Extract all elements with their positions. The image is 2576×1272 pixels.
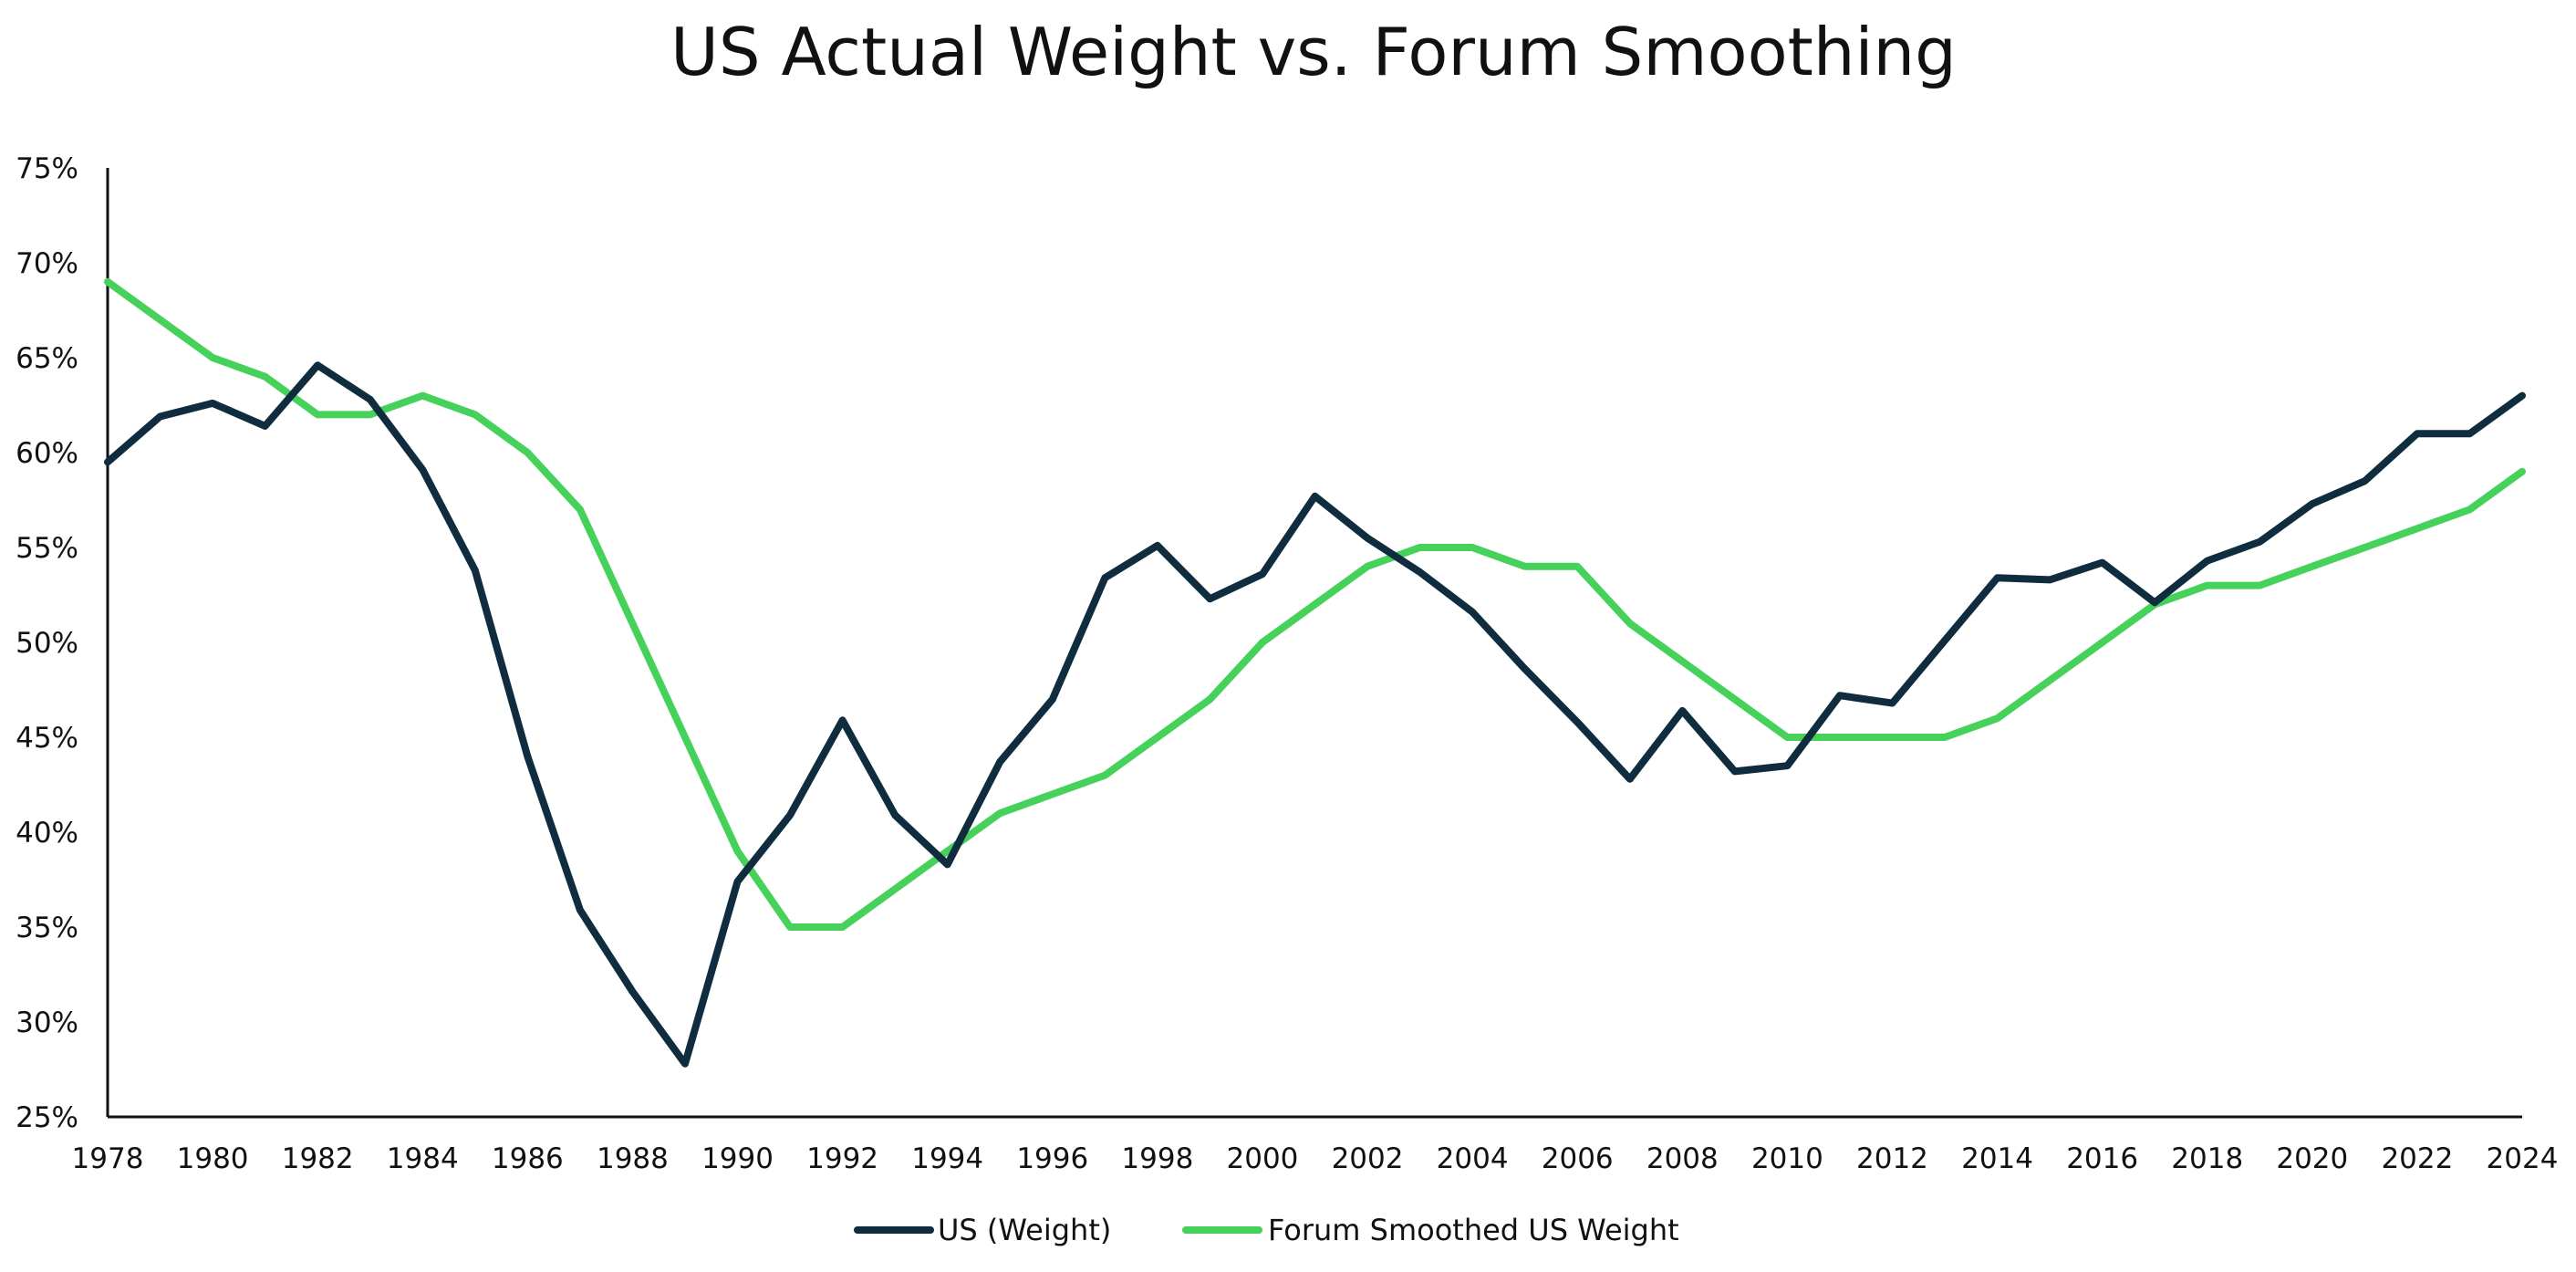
x-tick-label: 2004 bbox=[1437, 1142, 1509, 1175]
y-tick-label: 40% bbox=[16, 817, 78, 850]
y-tick-label: 35% bbox=[16, 912, 78, 944]
y-tick-label: 70% bbox=[16, 247, 78, 280]
y-tick-label: 60% bbox=[16, 437, 78, 470]
x-tick-labels: 1978 1980 1982 1984 1986 1988 1990 1992 1994 1996… bbox=[72, 1142, 2559, 1175]
x-tick-label: 1982 bbox=[282, 1142, 354, 1175]
x-tick-label: 2008 bbox=[1646, 1142, 1719, 1175]
x-tick-label: 1990 bbox=[701, 1142, 774, 1175]
x-tick-label: 2020 bbox=[2276, 1142, 2348, 1175]
legend-label-us-weight: US (Weight) bbox=[938, 1213, 1111, 1247]
y-tick-label: 75% bbox=[16, 152, 78, 185]
x-tick-label: 1988 bbox=[597, 1142, 669, 1175]
x-tick-label: 1994 bbox=[911, 1142, 983, 1175]
y-tick-label: 30% bbox=[16, 1006, 78, 1039]
x-tick-label: 2002 bbox=[1332, 1142, 1404, 1175]
axes bbox=[106, 168, 2522, 1119]
x-tick-label: 2024 bbox=[2487, 1142, 2559, 1175]
x-tick-label: 1978 bbox=[72, 1142, 144, 1175]
x-tick-label: 1986 bbox=[492, 1142, 564, 1175]
x-tick-label: 2014 bbox=[1961, 1142, 2033, 1175]
x-tick-label: 1996 bbox=[1016, 1142, 1088, 1175]
x-tick-label: 1984 bbox=[387, 1142, 459, 1175]
x-tick-label: 2000 bbox=[1227, 1142, 1299, 1175]
x-tick-label: 2012 bbox=[1856, 1142, 1928, 1175]
series-line-forum-smoothed bbox=[104, 277, 2526, 931]
y-tick-label: 25% bbox=[16, 1101, 78, 1134]
y-tick-label: 50% bbox=[16, 627, 78, 660]
x-tick-label: 1980 bbox=[177, 1142, 249, 1175]
chart-title: US Actual Weight vs. Forum Smoothing bbox=[670, 14, 1957, 90]
series-line-us-weight bbox=[104, 361, 2526, 1068]
y-tick-label: 65% bbox=[16, 342, 78, 375]
x-tick-label: 1998 bbox=[1121, 1142, 1193, 1175]
y-tick-labels: 25% 30% 35% 40% 45% 50% 55% 60% 65% 70% 75% bbox=[16, 152, 78, 1134]
y-tick-label: 55% bbox=[16, 532, 78, 565]
y-tick-label: 45% bbox=[16, 722, 78, 755]
x-tick-label: 2010 bbox=[1751, 1142, 1823, 1175]
x-tick-label: 2018 bbox=[2171, 1142, 2243, 1175]
x-tick-label: 2016 bbox=[2066, 1142, 2138, 1175]
legend-label-forum-smoothed: Forum Smoothed US Weight bbox=[1268, 1213, 1679, 1247]
x-tick-label: 2006 bbox=[1542, 1142, 1614, 1175]
series-lines bbox=[104, 277, 2526, 1068]
legend: US (Weight) Forum Smoothed US Weight bbox=[854, 1213, 1679, 1247]
x-tick-label: 2022 bbox=[2381, 1142, 2453, 1175]
x-tick-label: 1992 bbox=[806, 1142, 878, 1175]
